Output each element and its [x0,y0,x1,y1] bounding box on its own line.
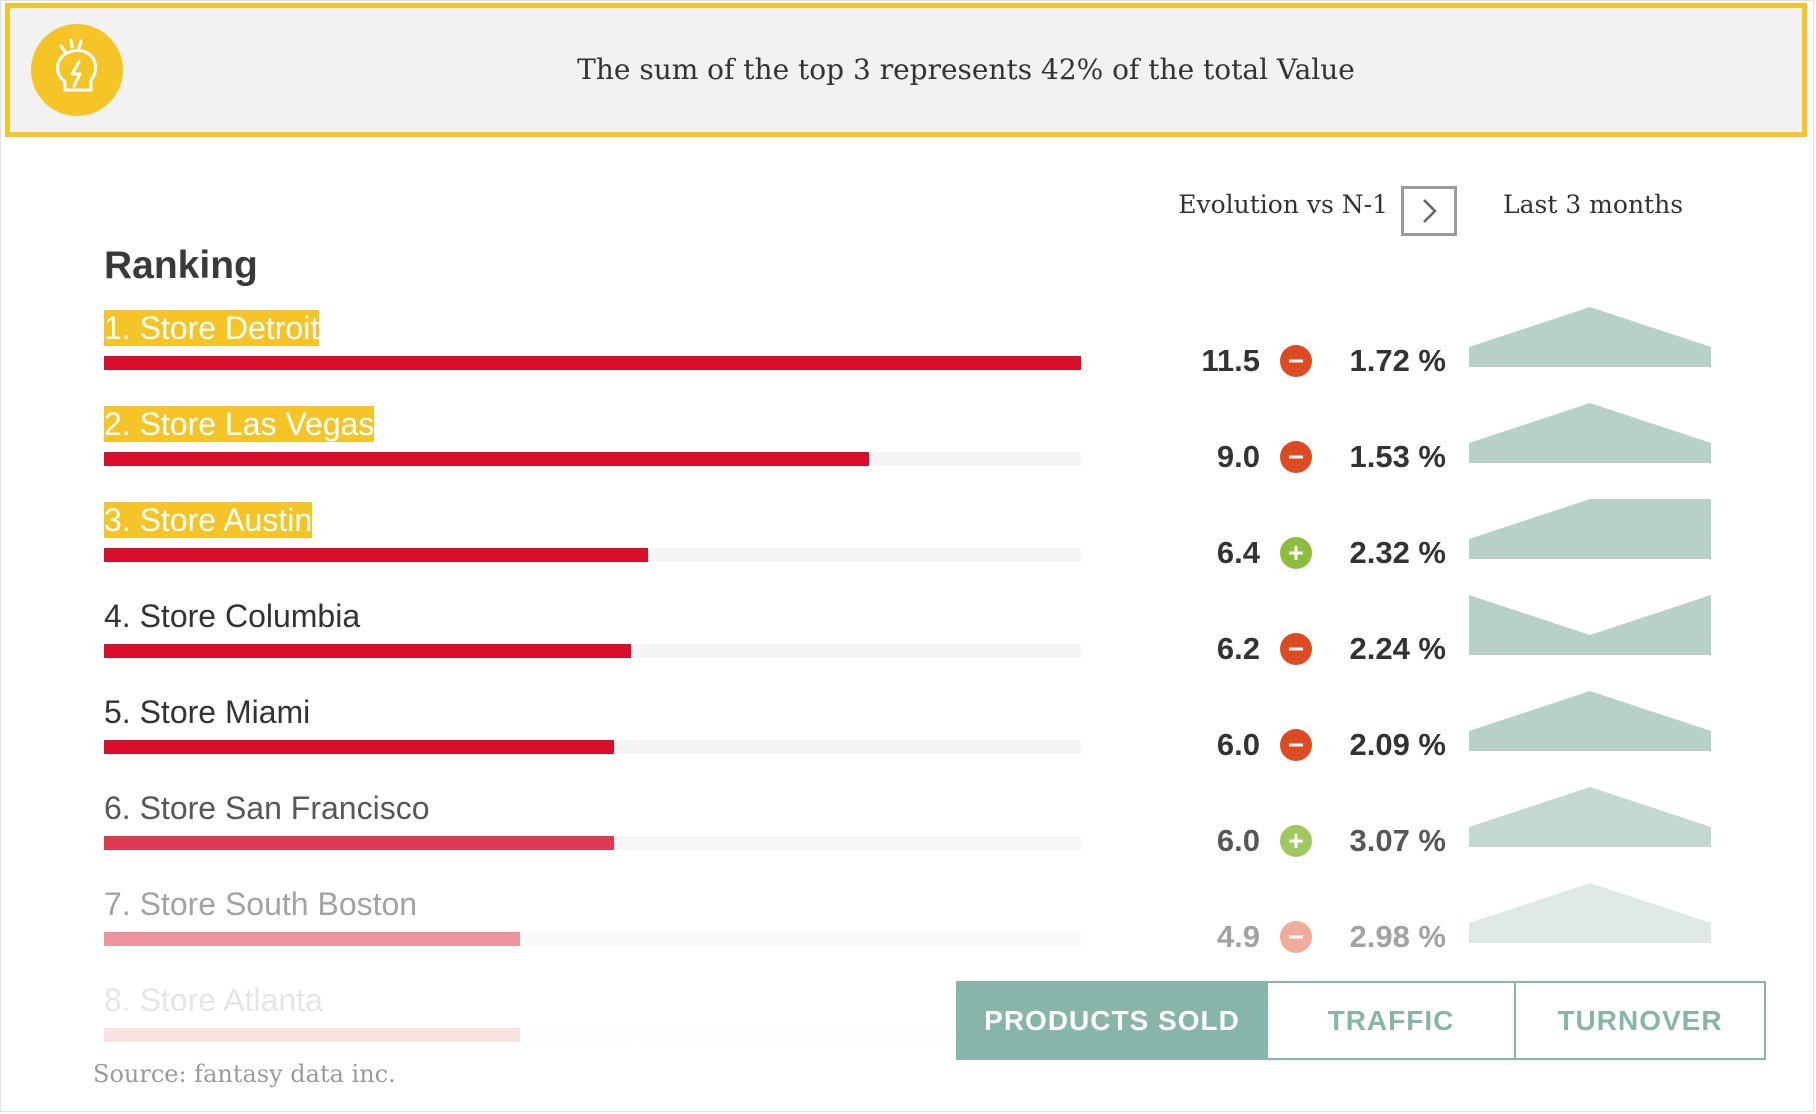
sparkline-area [1469,595,1711,655]
bulb-idea-icon [31,24,123,116]
value-text: 9.0 [1216,439,1260,474]
store-label: 4. Store Columbia [104,598,361,634]
value-bar [104,1028,520,1042]
value-bar [104,932,520,946]
value-bar [104,644,631,658]
tab-turnover[interactable]: TURNOVER [1514,981,1766,1060]
trend-sparkline [1469,403,1711,463]
store-label: 2. Store Las Vegas [104,406,375,442]
evolution-percent: 3.07 % [1349,823,1446,858]
value-text: 6.4 [1216,535,1260,570]
tab-label: TURNOVER [1557,1004,1723,1036]
store-label: 5. Store Miami [104,694,311,730]
evolution-percent: 2.09 % [1349,727,1446,762]
store-label: 3. Store Austin [104,502,313,538]
trend-sparkline [1469,595,1711,655]
bar-track [104,836,1081,850]
bar-track [104,740,1081,754]
tab-label: PRODUCTS SOLD [984,1004,1240,1036]
evolution-percent: 2.98 % [1349,919,1446,954]
value-bar [104,452,869,466]
minus-icon [1280,633,1312,665]
bar-track [104,932,1081,946]
evolution-percent: 1.72 % [1349,343,1446,378]
bar-track [104,644,1081,658]
bar-track [104,452,1081,466]
value-text: 6.0 [1216,727,1260,762]
trend-sparkline [1469,787,1711,847]
tab-products-sold[interactable]: PRODUCTS SOLD [956,981,1268,1060]
value-bar [104,548,648,562]
evolution-percent: 2.24 % [1349,631,1446,666]
value-bar [104,740,614,754]
minus-icon [1280,345,1312,377]
trend-sparkline [1469,883,1711,943]
minus-icon [1280,921,1312,953]
trend-sparkline [1469,499,1711,559]
sparkline-area [1469,787,1711,847]
tab-label: TRAFFIC [1327,1004,1455,1036]
value-bar [104,836,614,850]
sparkline-area [1469,691,1711,751]
value-text: 11.5 [1201,343,1260,378]
trend-sparkline [1469,307,1711,367]
sparkline-area [1469,403,1711,463]
store-label: 8. Store Atlanta [104,982,323,1018]
value-bar [104,356,1081,370]
value-text: 4.9 [1216,919,1260,954]
value-text: 6.2 [1216,631,1260,666]
value-text: 6.0 [1216,823,1260,858]
insight-banner: The sum of the top 3 represents 42% of t… [5,3,1807,137]
plus-icon [1280,825,1312,857]
store-label: 7. Store South Boston [104,886,418,922]
source-note: Source: fantasy data inc. [93,1060,396,1088]
tab-traffic[interactable]: TRAFFIC [1266,981,1516,1060]
evolution-label: Evolution vs N-1 [1178,190,1388,219]
store-label: 1. Store Detroit [104,310,320,346]
plus-icon [1280,537,1312,569]
minus-icon [1280,729,1312,761]
banner-text: The sum of the top 3 represents 42% of t… [577,53,1355,86]
sparkline-area [1469,499,1711,559]
evolution-toggle-button[interactable] [1401,186,1457,236]
bar-track [104,356,1081,370]
sparkline-area [1469,883,1711,943]
period-label: Last 3 months [1503,190,1684,219]
evolution-percent: 1.53 % [1349,439,1446,474]
trend-sparkline [1469,691,1711,751]
bar-track [104,548,1081,562]
ranking-title: Ranking [104,244,258,287]
metric-tabs: PRODUCTS SOLD TRAFFIC TURNOVER [956,981,1766,1060]
minus-icon [1280,441,1312,473]
evolution-percent: 2.32 % [1349,535,1446,570]
sparkline-area [1469,307,1711,367]
store-label: 6. Store San Francisco [104,790,430,826]
chevron-right-icon [1423,199,1437,223]
bar-track [104,1028,1081,1042]
